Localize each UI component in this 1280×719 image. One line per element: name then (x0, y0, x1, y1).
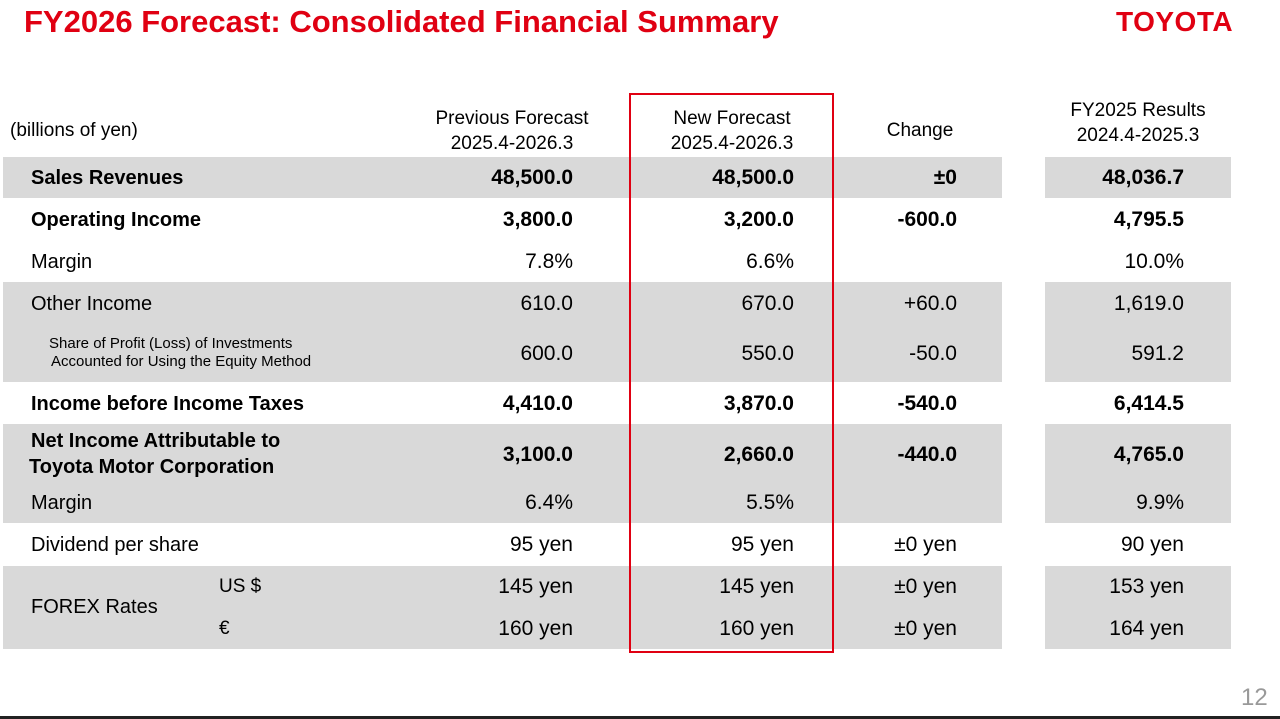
cell-new: 3,200.0 (723, 208, 794, 231)
cell-fy25: 4,765.0 (1113, 443, 1184, 466)
page-number: 12 (1241, 684, 1268, 711)
row-label-line1: Share of Profit (Loss) of Investments (49, 335, 293, 352)
cell-new: 2,660.0 (723, 443, 794, 466)
new-forecast-highlight-box (629, 93, 834, 653)
band-forex (3, 566, 1002, 649)
table-row-net-margin: Margin 6.4% 5.5% 9.9% (0, 482, 1280, 524)
cell-new: 550.0 (741, 342, 794, 365)
row-label: Other Income (31, 292, 153, 315)
toyota-logo: TOYOTA (1116, 6, 1234, 37)
cell-change: -50.0 (909, 342, 957, 365)
cell-new: 48,500.0 (712, 166, 794, 189)
cell-new: 160 yen (719, 617, 794, 640)
cell-previous: 160 yen (498, 617, 573, 640)
table-row-forex-eur: € 160 yen 160 yen ±0 yen 164 yen (0, 608, 1280, 650)
cell-change: -440.0 (897, 443, 957, 466)
cell-fy25: 10.0% (1124, 250, 1184, 273)
row-label: Margin (31, 491, 93, 514)
header-change: Change (886, 120, 954, 141)
band-sales (3, 157, 1002, 198)
table-row-forex-usd: US $ 145 yen 145 yen ±0 yen 153 yen (0, 566, 1280, 608)
cell-change: ±0 (933, 166, 957, 189)
cell-fy25: 6,414.5 (1113, 392, 1184, 415)
header-new-line2: 2025.4-2026.3 (670, 133, 794, 154)
table-row-other-income: Other Income 610.0 670.0 +60.0 1,619.0 (0, 283, 1280, 325)
cell-fy25: 48,036.7 (1102, 166, 1184, 189)
band-forex-fy25 (1045, 566, 1231, 649)
cell-new: 5.5% (746, 491, 794, 514)
bottom-divider (0, 716, 1280, 719)
cell-fy25: 90 yen (1120, 533, 1184, 556)
cell-new: 670.0 (741, 292, 794, 315)
row-label: Share of Profit (Loss) of Investments Ac… (49, 333, 311, 377)
forex-eur-label: € (219, 618, 230, 639)
band-netinc-fy25 (1045, 424, 1231, 523)
band-netinc (3, 424, 1002, 523)
cell-fy25: 591.2 (1131, 342, 1184, 365)
cell-change: ±0 yen (894, 533, 957, 556)
table-row-net-income: Net Income Attributable to Toyota Motor … (0, 426, 1280, 484)
cell-change (840, 241, 957, 283)
page-title: FY2026 Forecast: Consolidated Financial … (24, 4, 779, 39)
header-previous-forecast: Previous Forecast 2025.4-2026.3 (412, 106, 612, 156)
row-label-line1: Net Income Attributable to (31, 430, 281, 452)
row-label-line2: Toyota Motor Corporation (29, 456, 275, 478)
table-row-operating-income: Operating Income 3,800.0 3,200.0 -600.0 … (0, 199, 1280, 241)
cell-change: ±0 yen (894, 575, 957, 598)
header-fy25-line1: FY2025 Results (1070, 100, 1206, 121)
cell-new: 95 yen (730, 533, 794, 556)
cell-change: ±0 yen (894, 617, 957, 640)
cell-change (840, 482, 957, 524)
cell-previous: 95 yen (509, 533, 573, 556)
cell-previous: 3,100.0 (502, 443, 573, 466)
band-sales-fy25 (1045, 157, 1231, 198)
table-row-dividend: Dividend per share 95 yen 95 yen ±0 yen … (0, 524, 1280, 566)
table-row-equity-method: Share of Profit (Loss) of Investments Ac… (0, 333, 1280, 375)
cell-previous: 4,410.0 (502, 392, 573, 415)
table-row-operating-margin: Margin 7.8% 6.6% 10.0% (0, 241, 1280, 283)
forex-label: FOREX Rates (31, 595, 158, 618)
cell-previous: 6.4% (525, 491, 573, 514)
cell-previous: 145 yen (498, 575, 573, 598)
header-fy2025-results: FY2025 Results 2024.4-2025.3 (1046, 98, 1230, 148)
row-label: Sales Revenues (31, 166, 184, 189)
cell-previous: 600.0 (520, 342, 573, 365)
header-new-line1: New Forecast (673, 108, 791, 129)
cell-new: 6.6% (746, 250, 794, 273)
cell-change: -600.0 (897, 208, 957, 231)
row-label-line2: Accounted for Using the Equity Method (51, 353, 312, 370)
forex-usd-label: US $ (219, 576, 262, 597)
cell-new: 3,870.0 (723, 392, 794, 415)
table-row-sales-revenues: Sales Revenues 48,500.0 48,500.0 ±0 48,0… (0, 157, 1280, 199)
row-label: Operating Income (31, 208, 202, 231)
cell-fy25: 164 yen (1109, 617, 1184, 640)
row-label: Margin (31, 250, 93, 273)
row-label: Net Income Attributable to Toyota Motor … (29, 426, 280, 486)
cell-fy25: 1,619.0 (1113, 292, 1184, 315)
header-fy25-line2: 2024.4-2025.3 (1076, 125, 1200, 146)
band-other-fy25 (1045, 282, 1231, 382)
cell-change: +60.0 (903, 292, 957, 315)
cell-change: -540.0 (897, 392, 957, 415)
cell-fy25: 4,795.5 (1113, 208, 1184, 231)
row-label: Income before Income Taxes (31, 392, 305, 415)
cell-fy25: 9.9% (1136, 491, 1184, 514)
table-row-income-before-taxes: Income before Income Taxes 4,410.0 3,870… (0, 383, 1280, 425)
header-prev-line1: Previous Forecast (435, 108, 589, 129)
cell-previous: 48,500.0 (491, 166, 573, 189)
header-new-forecast: New Forecast 2025.4-2026.3 (632, 106, 832, 156)
cell-fy25: 153 yen (1109, 575, 1184, 598)
units-label: (billions of yen) (10, 120, 138, 141)
header-prev-line2: 2025.4-2026.3 (450, 133, 574, 154)
row-label: Dividend per share (31, 533, 199, 556)
cell-new: 145 yen (719, 575, 794, 598)
band-other (3, 282, 1002, 382)
cell-previous: 610.0 (520, 292, 573, 315)
cell-previous: 3,800.0 (502, 208, 573, 231)
cell-previous: 7.8% (525, 250, 573, 273)
